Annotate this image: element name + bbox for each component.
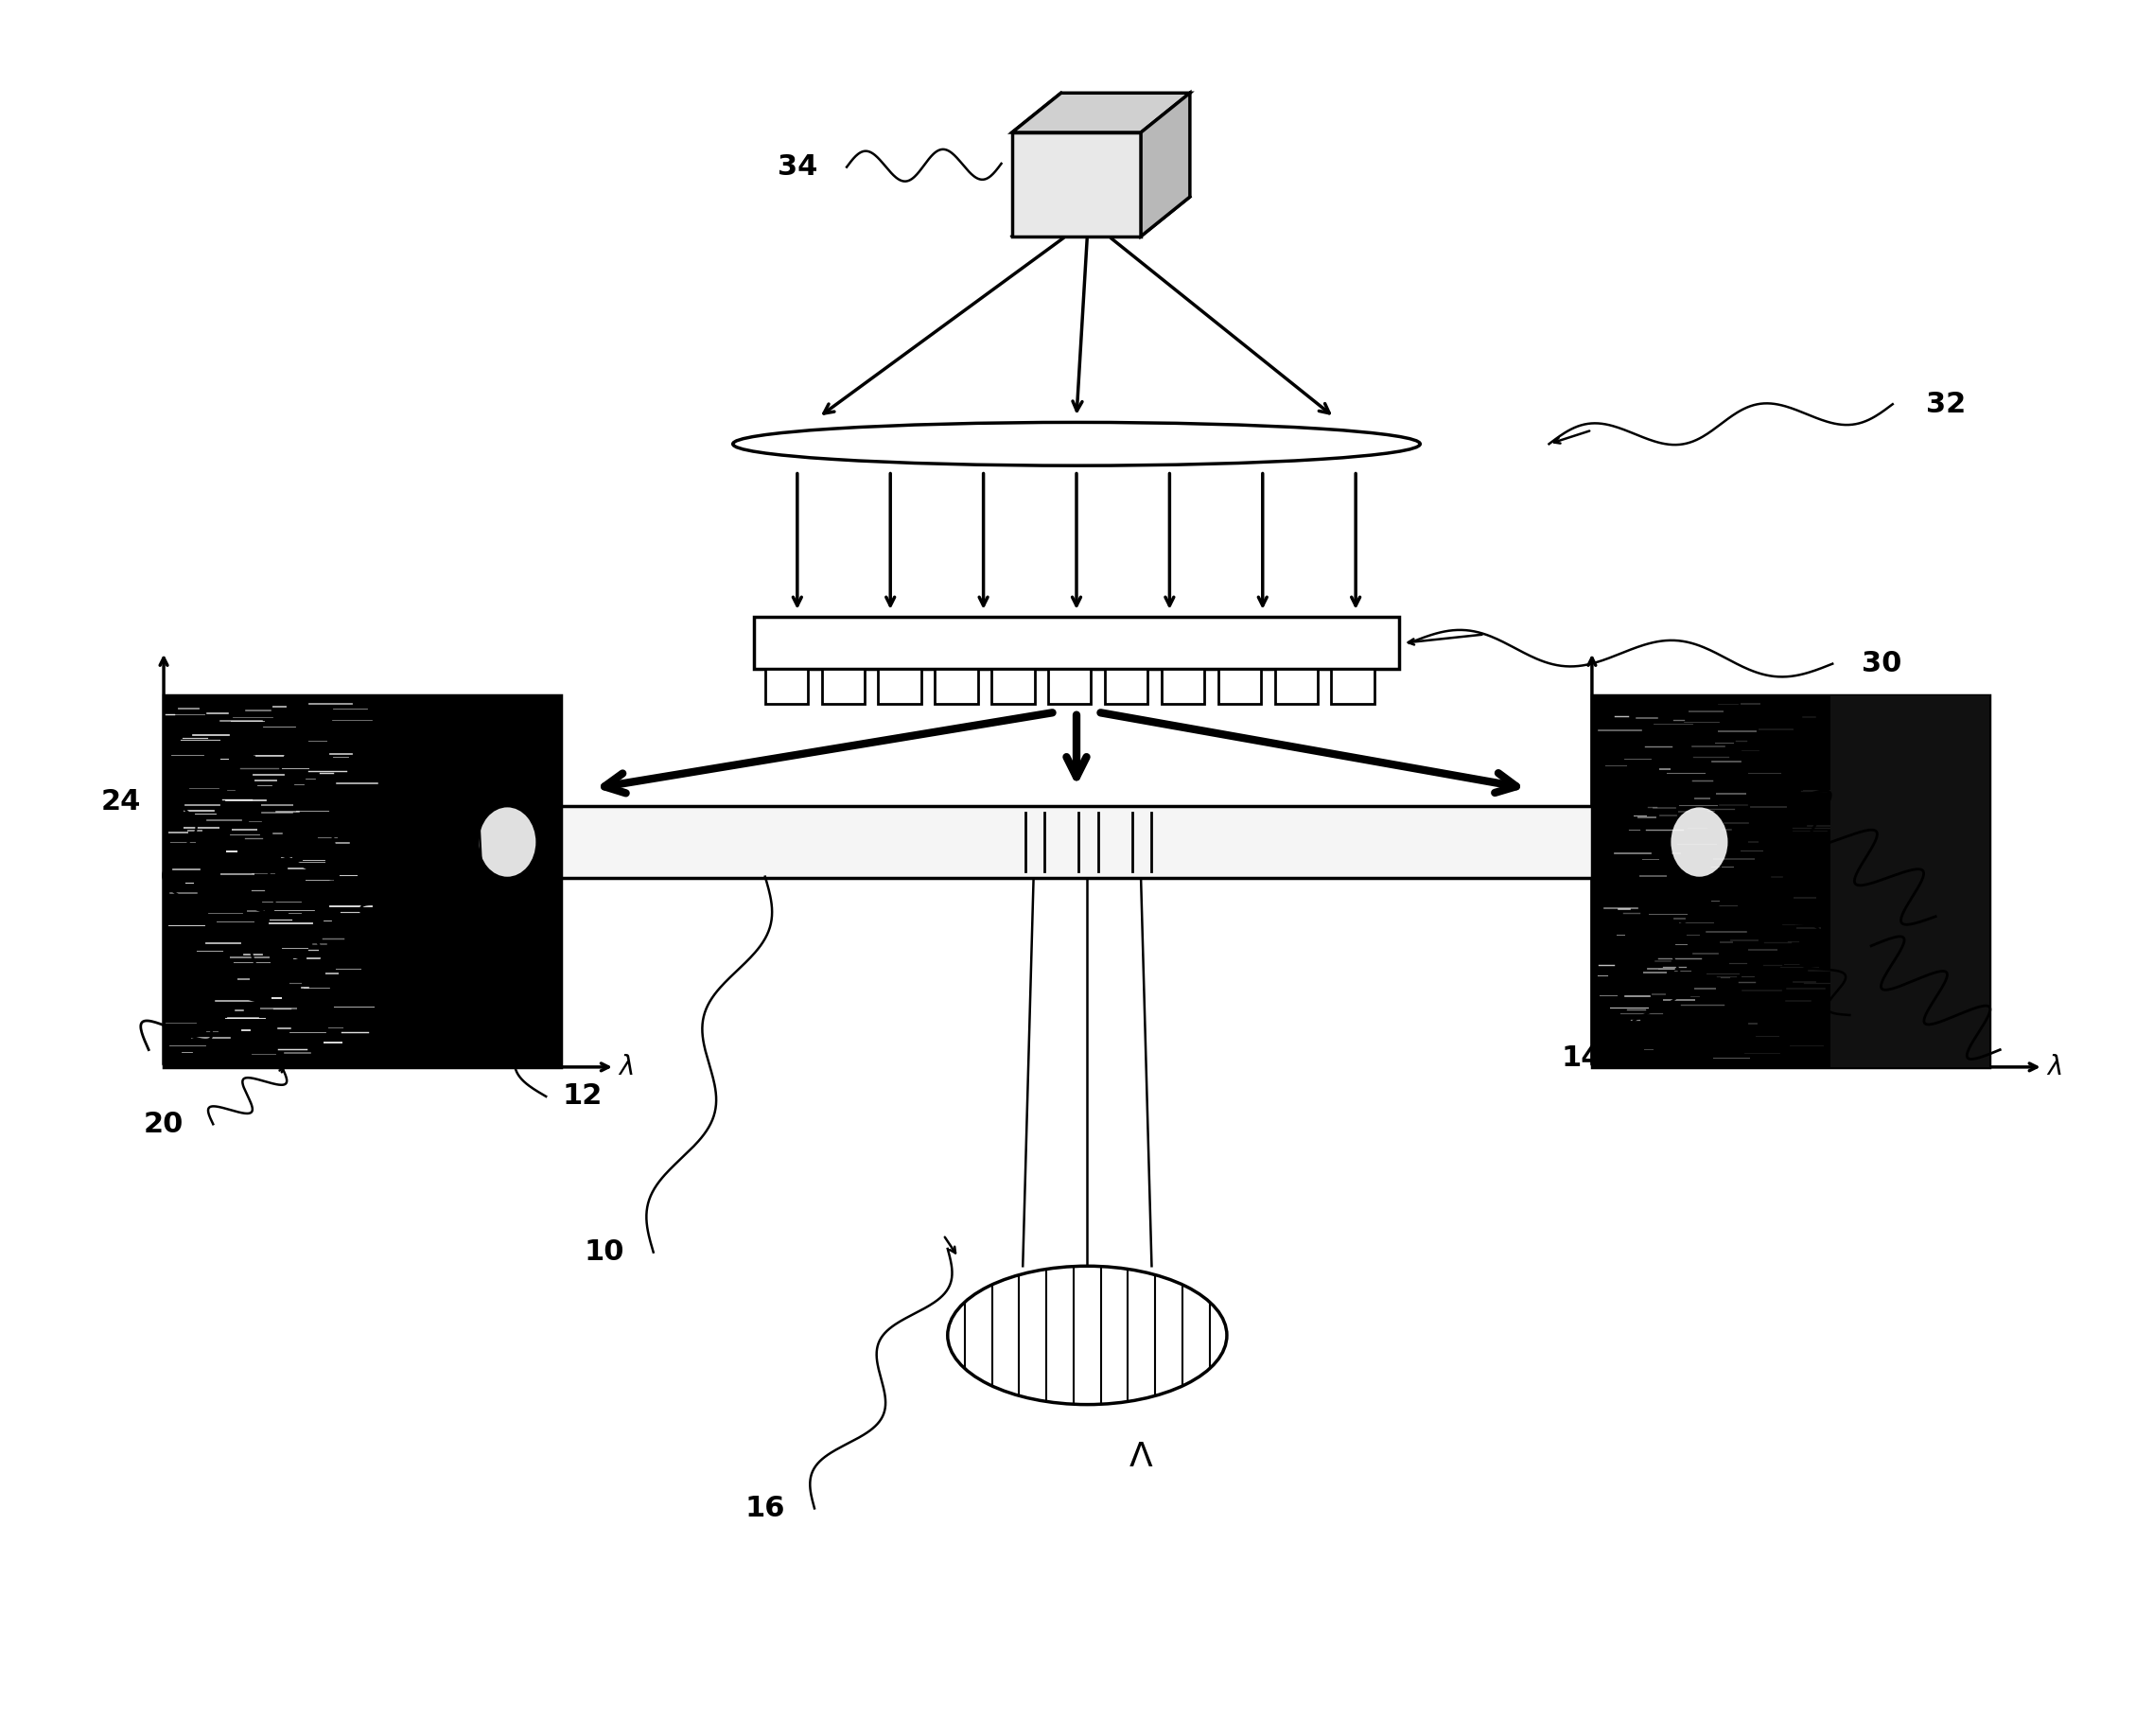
Text: 18: 18 xyxy=(267,950,306,977)
Bar xyxy=(1104,668,1148,703)
Bar xyxy=(1591,694,1989,1068)
Text: 32: 32 xyxy=(1927,391,1966,418)
Text: $\lambda$: $\lambda$ xyxy=(618,1054,633,1080)
Bar xyxy=(993,668,1036,703)
Bar xyxy=(164,694,562,1068)
Text: 20: 20 xyxy=(144,1111,183,1137)
Text: $\Lambda$: $\Lambda$ xyxy=(1128,1441,1154,1472)
Bar xyxy=(1160,668,1204,703)
Ellipse shape xyxy=(732,422,1421,465)
Text: 14: 14 xyxy=(1561,1045,1602,1073)
Bar xyxy=(878,668,921,703)
Bar xyxy=(822,668,866,703)
Bar xyxy=(1830,694,1989,1068)
Text: 34: 34 xyxy=(777,153,818,181)
Bar xyxy=(1049,668,1092,703)
Bar xyxy=(754,616,1399,668)
Text: 24: 24 xyxy=(101,788,140,816)
Text: 22: 22 xyxy=(1873,1002,1912,1029)
Text: 12: 12 xyxy=(562,1083,603,1111)
Ellipse shape xyxy=(478,806,538,878)
Bar xyxy=(764,668,807,703)
Text: $\lambda$: $\lambda$ xyxy=(2045,1054,2063,1080)
Text: 30: 30 xyxy=(1862,649,1901,677)
Bar xyxy=(934,668,977,703)
Bar xyxy=(1275,668,1318,703)
Polygon shape xyxy=(1012,132,1141,236)
Polygon shape xyxy=(1012,94,1191,132)
Polygon shape xyxy=(1141,94,1191,236)
Bar xyxy=(1331,668,1374,703)
Bar xyxy=(1219,668,1262,703)
Text: 10: 10 xyxy=(583,1238,624,1266)
Text: 16: 16 xyxy=(745,1495,786,1522)
Bar xyxy=(508,806,1699,878)
Ellipse shape xyxy=(947,1266,1227,1404)
Ellipse shape xyxy=(1669,806,1729,878)
